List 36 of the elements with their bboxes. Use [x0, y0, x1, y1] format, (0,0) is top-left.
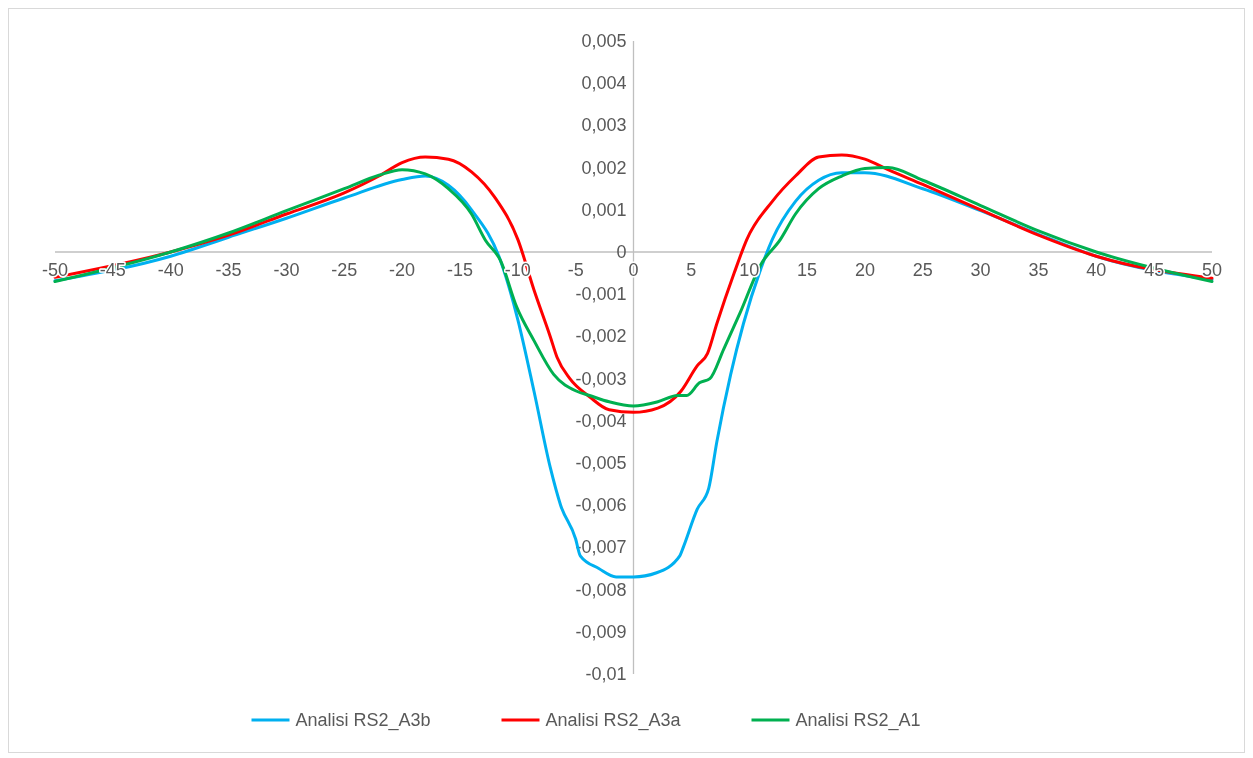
x-tick-label: 40: [1086, 260, 1107, 280]
y-tick-label: 0,003: [581, 115, 627, 136]
y-tick-label: -0,005: [575, 453, 627, 473]
x-tick-label: 25: [912, 260, 933, 280]
x-tick-label: 30: [970, 260, 991, 280]
x-tick-label: -5: [567, 260, 584, 280]
y-tick-label: 0,004: [581, 73, 627, 94]
x-tick-label: -35: [215, 260, 242, 280]
x-tick-label: 45: [1144, 260, 1165, 280]
x-tick-label: 20: [854, 260, 875, 280]
y-tick-label: -0,001: [575, 284, 627, 305]
x-tick-label: -30: [273, 260, 300, 280]
x-tick-label: 5: [686, 260, 697, 280]
x-tick-label: -25: [331, 260, 358, 280]
y-tick-label: 0,005: [581, 31, 627, 51]
y-tick-label: -0,003: [575, 368, 627, 389]
y-tick-label: 0,002: [581, 157, 627, 178]
y-tick-label: -0,006: [575, 495, 627, 516]
x-tick-label: -15: [446, 260, 473, 280]
x-tick-label: 35: [1028, 260, 1049, 280]
legend-label: Analisi RS2_A1: [795, 710, 921, 731]
x-tick-label: -40: [157, 260, 184, 280]
x-tick-label: -45: [99, 260, 126, 280]
y-tick-label: -0,008: [575, 579, 627, 600]
x-tick-label: 15: [797, 260, 818, 280]
x-tick-label: 50: [1201, 260, 1223, 280]
legend-label: Analisi RS2_A3b: [295, 710, 431, 731]
y-tick-label: 0: [616, 242, 627, 262]
legend-label: Analisi RS2_A3a: [545, 710, 682, 731]
x-tick-label: -20: [389, 260, 416, 280]
y-tick-label: -0,01: [585, 664, 627, 684]
y-tick-label: -0,004: [575, 410, 627, 431]
y-tick-label: 0,001: [581, 199, 627, 220]
x-tick-label: -50: [41, 260, 69, 280]
y-tick-label: -0,009: [575, 621, 627, 642]
y-tick-label: -0,002: [575, 326, 627, 347]
